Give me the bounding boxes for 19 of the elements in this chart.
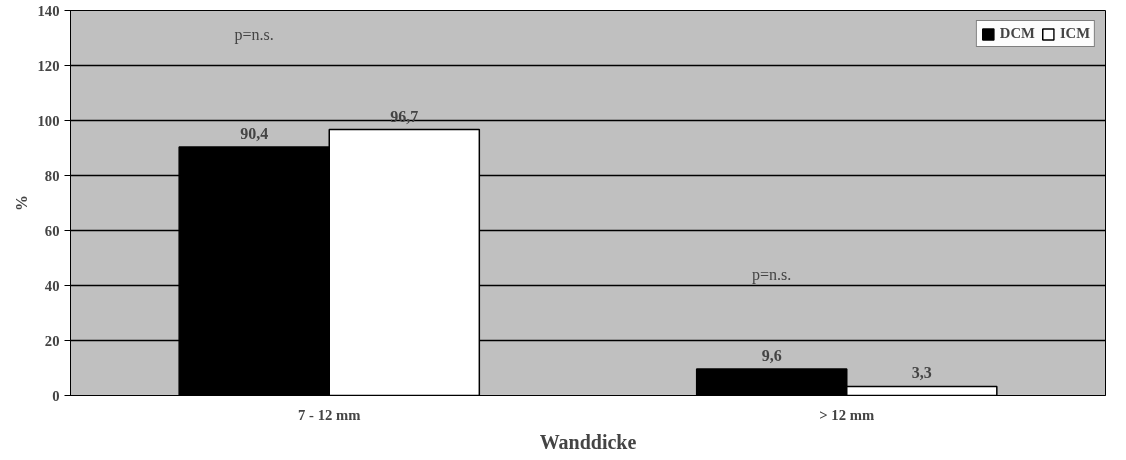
data-label: 3,3 [911,364,932,382]
annotation: p=n.s. [234,26,274,45]
y-tick-label: 0 [52,387,60,404]
x-axis-title: Wanddicke [539,430,637,453]
y-tick-label: 40 [44,277,60,294]
y-tick-label: 60 [44,222,60,239]
x-tick-label: 7 - 12 mm [298,406,361,423]
y-axis-title: % [12,195,30,211]
data-label: 9,6 [761,347,782,365]
data-label: 90,4 [240,124,269,142]
y-tick-label: 100 [37,112,60,129]
x-tick-label: > 12 mm [819,406,875,423]
y-tick-label: 80 [44,167,60,184]
y-tick-label: 120 [37,57,60,74]
y-tick-label: 20 [44,332,60,349]
y-tick-label: 140 [37,2,60,19]
legend-label: DCM [999,25,1035,42]
annotation: p=n.s. [752,265,792,284]
legend-label: ICM [1059,25,1090,42]
